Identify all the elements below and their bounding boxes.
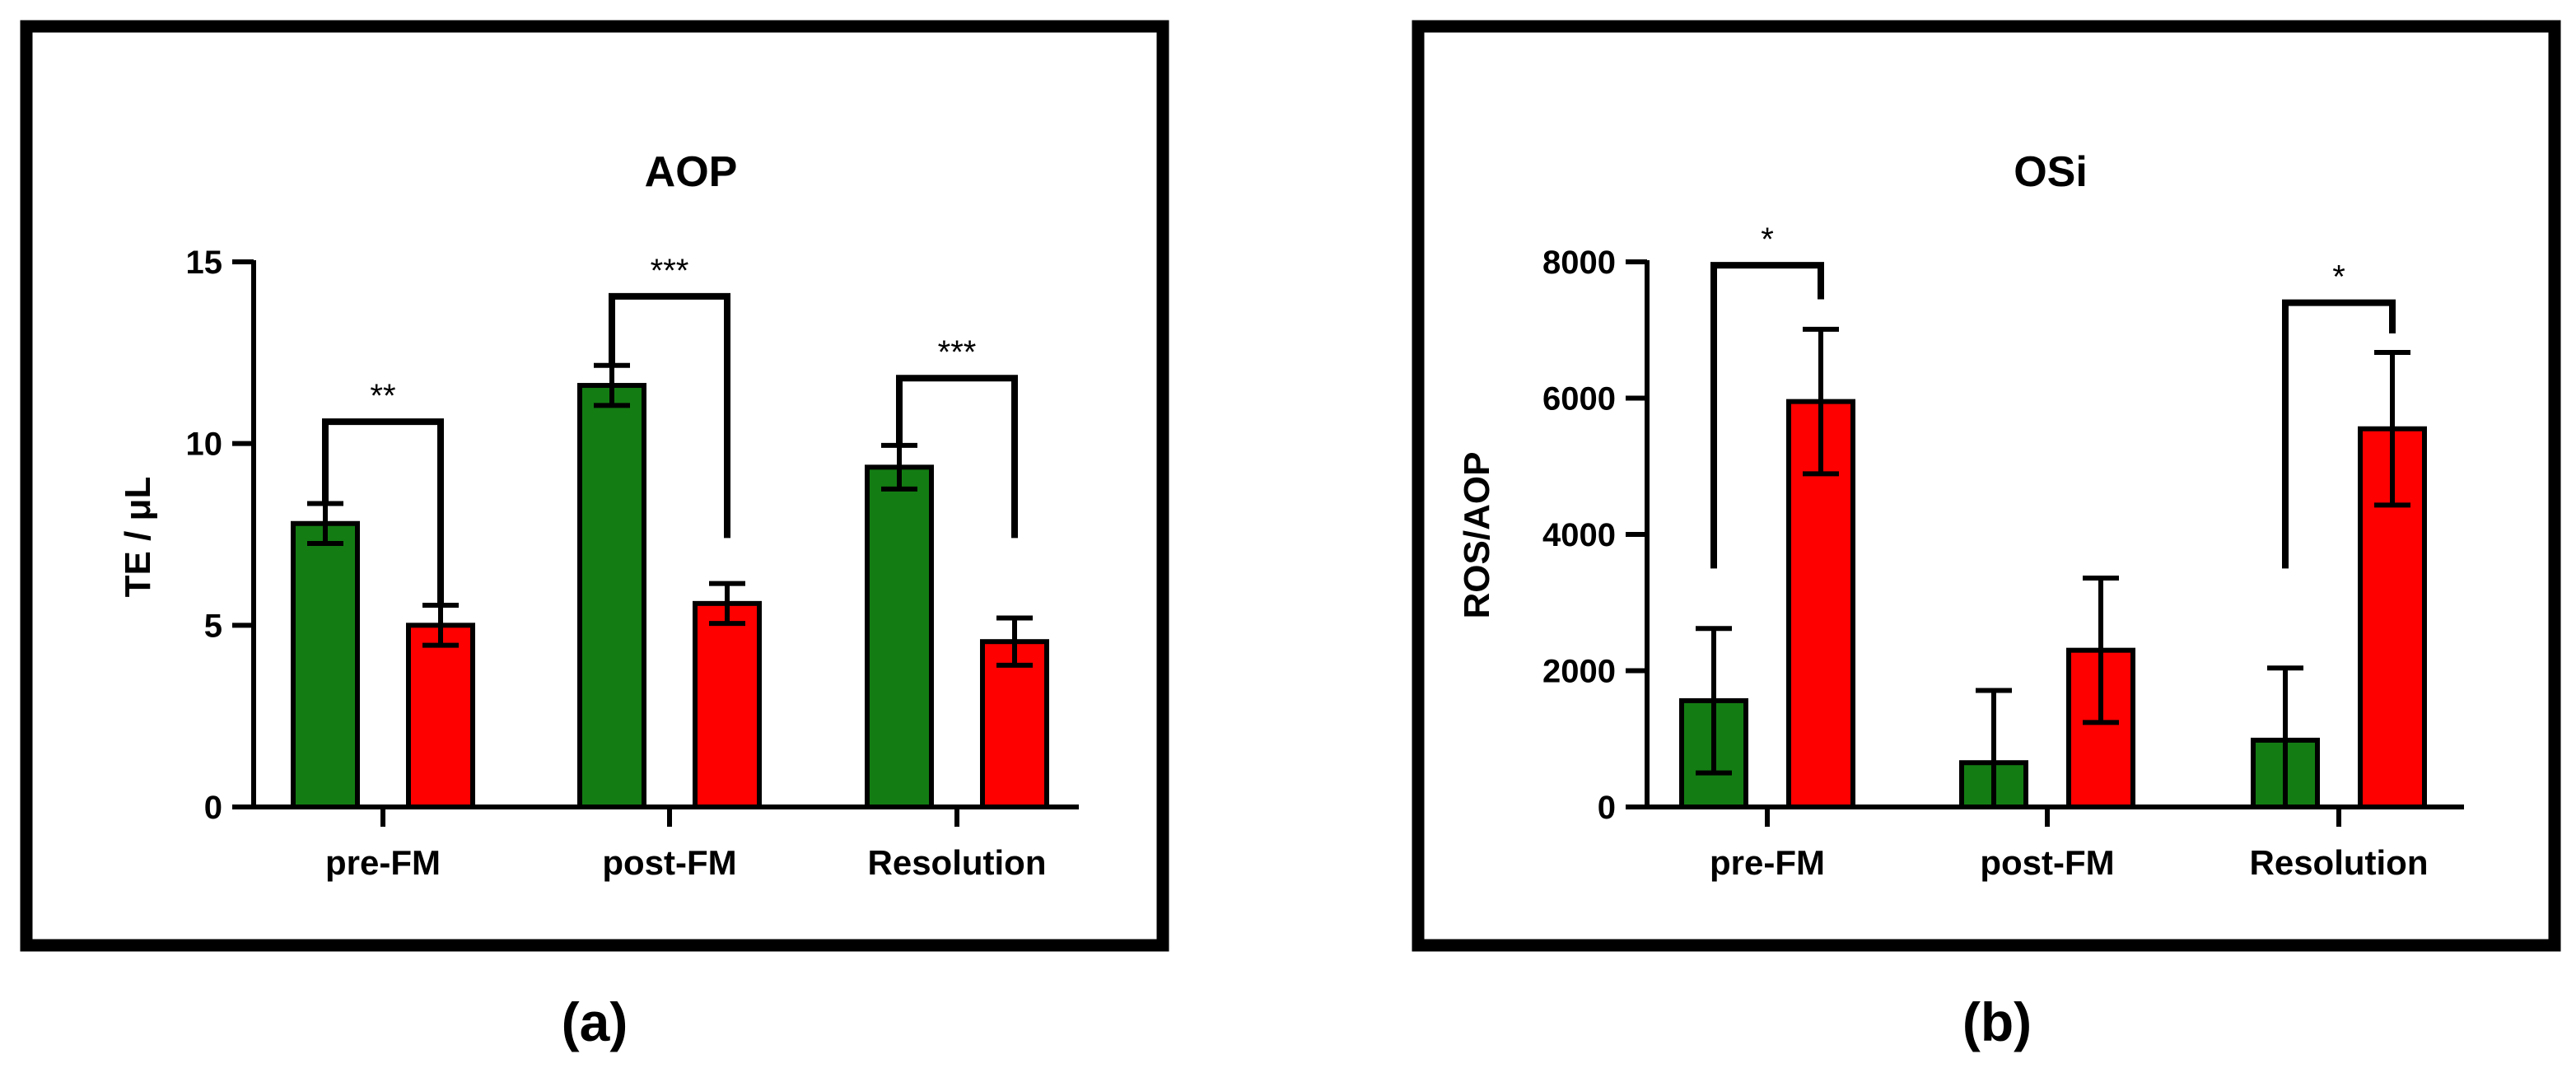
significance-label: *** xyxy=(651,253,689,289)
x-tick-label: post-FM xyxy=(602,843,736,882)
y-tick-label: 8000 xyxy=(1542,245,1616,281)
chart-aop: AOP TE / μL 0 5 10 15 pre-FM post-FM Resolution *… xyxy=(20,20,1169,1052)
panel-label: (a) xyxy=(562,991,628,1052)
y-axis-label: TE / μL xyxy=(118,477,158,598)
significance-bracket xyxy=(1710,262,1824,569)
significance-label: *** xyxy=(938,334,977,371)
chart-osi: OSi ROS/AOP 0 2000 4000 6000 8000 pre-FM post-FM… xyxy=(1412,20,2561,1052)
bar-red xyxy=(693,600,762,809)
significance-bracket xyxy=(322,418,444,604)
x-tick-label: pre-FM xyxy=(325,843,441,882)
y-tick-label: 10 xyxy=(186,427,223,463)
y-tick-label: 5 xyxy=(204,608,222,644)
bar-red xyxy=(406,623,475,809)
y-tick-label: 6000 xyxy=(1542,381,1616,417)
significance-label: ** xyxy=(370,378,395,414)
significance-bracket xyxy=(609,292,730,539)
x-tick-label: Resolution xyxy=(2250,843,2429,882)
chart-title: AOP xyxy=(645,148,738,196)
panel-frame xyxy=(20,20,1169,952)
y-tick-label: 0 xyxy=(1598,790,1616,826)
y-axis-label: ROS/AOP xyxy=(1457,452,1497,619)
bar-green xyxy=(291,520,360,809)
y-tick-label: 2000 xyxy=(1542,654,1616,690)
panel-frame xyxy=(1412,20,2561,952)
panel-label: (b) xyxy=(1962,991,2032,1052)
y-tick-label: 0 xyxy=(204,790,222,826)
significance-label: * xyxy=(2332,259,2345,296)
y-tick-label: 15 xyxy=(186,245,223,281)
bar-green xyxy=(865,464,934,809)
x-tick-label: Resolution xyxy=(868,843,1047,882)
significance-label: * xyxy=(1761,222,1774,258)
chart-title: OSi xyxy=(2014,148,2088,196)
bar-green xyxy=(577,383,646,809)
significance-bracket xyxy=(2282,299,2396,569)
significance-bracket xyxy=(896,375,1018,539)
bar-red xyxy=(980,639,1049,810)
y-tick-label: 4000 xyxy=(1542,517,1616,553)
x-tick-label: post-FM xyxy=(1980,843,2114,882)
x-tick-label: pre-FM xyxy=(1710,843,1825,882)
